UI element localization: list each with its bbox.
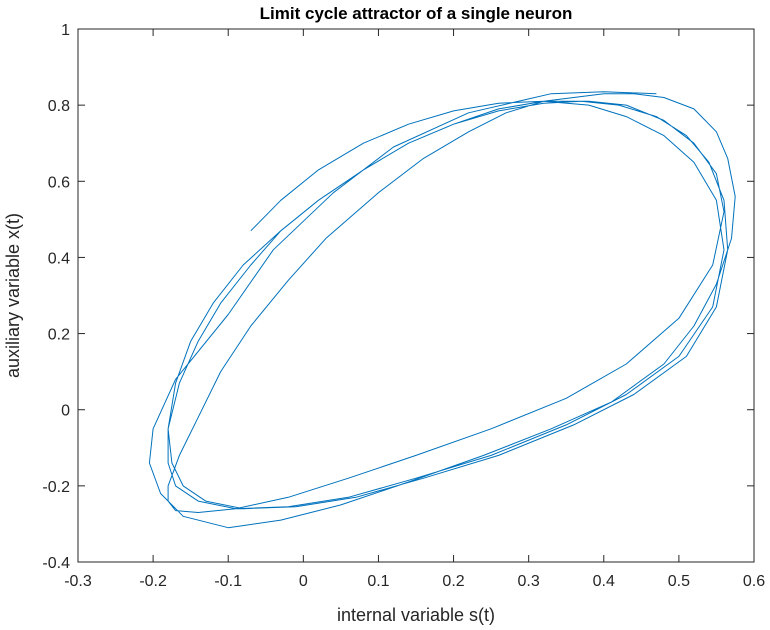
y-tick-label: 0.2 [48,327,70,344]
y-tick-label: -0.2 [42,479,70,496]
x-tick-label: -0.3 [64,573,92,590]
y-tick-label: -0.4 [42,555,70,572]
y-tick-label: 0.8 [48,98,70,115]
x-tick-label: 0.4 [593,573,615,590]
series-layer [148,91,736,529]
x-axis-label: internal variable s(t) [337,605,495,625]
y-axis-ticks: -0.4 -0.2 0 0.2 0.4 0.6 0.8 1 [42,22,754,572]
plot-area [77,28,755,563]
x-tick-label: 0.1 [367,573,389,590]
y-tick-label: 0.4 [48,250,70,267]
y-tick-label: 1 [61,22,70,39]
x-tick-label: 0 [299,573,308,590]
chart-title: Limit cycle attractor of a single neuron [260,4,573,23]
x-tick-label: 0.6 [743,573,765,590]
y-tick-label: 0.6 [48,174,70,191]
x-tick-label: -0.2 [139,573,167,590]
y-tick-label: 0 [61,403,70,420]
trajectory-line [148,91,736,529]
y-axis-label: auxiliary variable x(t) [3,213,23,378]
x-tick-label: 0.3 [518,573,540,590]
x-tick-label: 0.2 [442,573,464,590]
x-tick-label: -0.1 [214,573,242,590]
x-tick-label: 0.5 [668,573,690,590]
x-axis-ticks: -0.3 -0.2 -0.1 0 0.1 0.2 0.3 0.4 0.5 0.6 [64,29,765,590]
